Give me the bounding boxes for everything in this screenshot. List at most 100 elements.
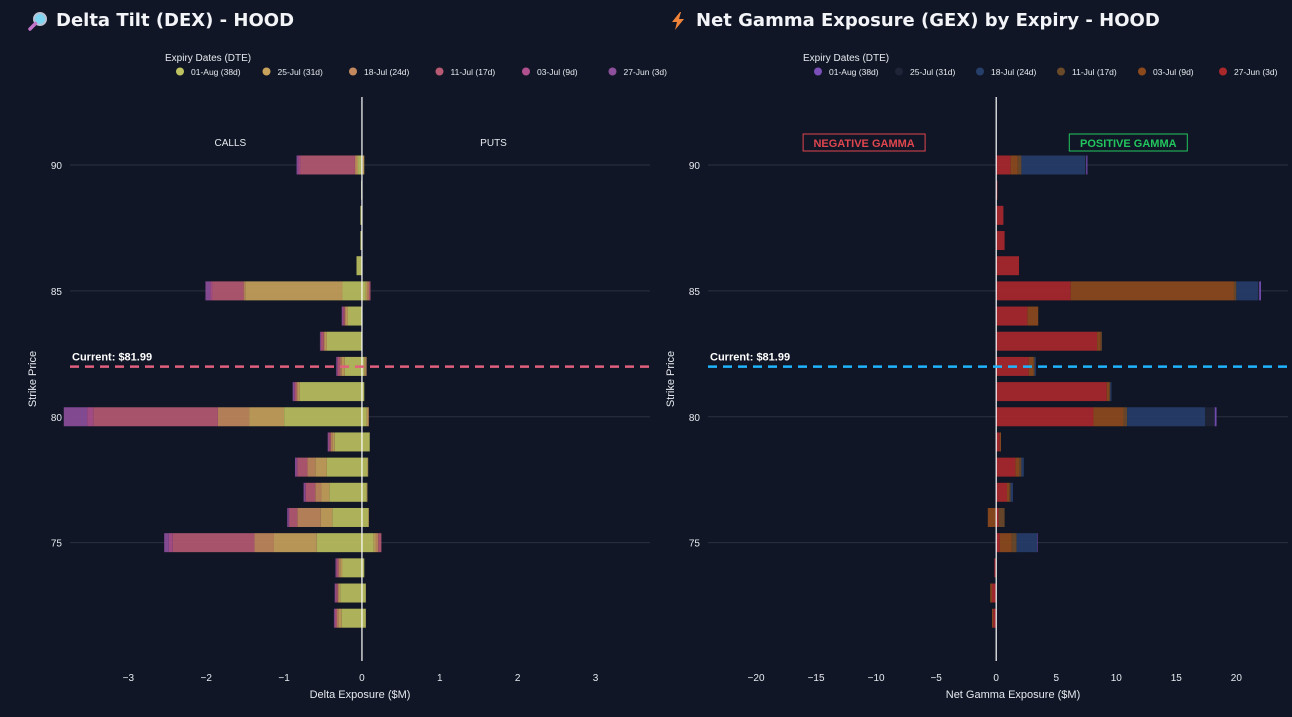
bar-segment (336, 558, 338, 578)
bar-segment (292, 382, 295, 402)
bar-segment (347, 306, 362, 326)
bar-segment (366, 407, 369, 427)
x-tick-label: −10 (868, 673, 885, 684)
legend-label: 11-Jul (17d) (1072, 67, 1117, 77)
legend-entry: 11-Jul (17d) (435, 67, 495, 77)
legend-marker (522, 67, 530, 76)
bar-segment (335, 558, 337, 578)
bar-segment (320, 507, 333, 527)
bar-segment (1021, 457, 1024, 477)
bar-segment (245, 281, 343, 301)
gex-title: Net Gamma Exposure (GEX) by Expiry - HOO… (696, 10, 1160, 31)
x-tick-label: 1 (437, 673, 443, 684)
bar-segment (172, 533, 255, 553)
bar-segment (996, 306, 1028, 326)
bar-segment (991, 608, 994, 628)
bar-segment (1016, 533, 1038, 553)
bar-segment (217, 407, 250, 427)
legend-entry: 01-Aug (38d) (814, 67, 879, 77)
bar-segment (329, 482, 362, 502)
legend-title: Expiry Dates (DTE) (165, 53, 251, 64)
x-tick-label: 2 (515, 673, 521, 684)
bar-segment (344, 356, 362, 376)
bar-segment (319, 331, 321, 351)
bar-segment (996, 457, 1016, 477)
bar-segment (1007, 482, 1010, 502)
bar-segment (336, 583, 338, 603)
dex-chart: Expiry Dates (DTE) 01-Aug (38d) 25-Jul (31… (27, 53, 667, 701)
bar-segment (1021, 155, 1086, 175)
bar-segment (367, 457, 369, 477)
bar-segment (999, 432, 1002, 452)
bar-segment (87, 407, 94, 427)
bar-segment (334, 432, 362, 452)
bar-segment (1110, 382, 1112, 402)
bar-segment (1127, 407, 1206, 427)
bar-segment (341, 608, 362, 628)
bar-segment (1037, 533, 1038, 553)
bar-segment (334, 608, 336, 628)
gex-panel: Net Gamma Exposure (GEX) by Expiry - HOO… (646, 0, 1292, 717)
bar-segment (324, 331, 327, 351)
bar-segment (297, 507, 321, 527)
bar-segment (1027, 306, 1039, 326)
bar-segment (336, 356, 338, 376)
legend-label: 25-Jul (31d) (278, 67, 324, 77)
bar-segment (307, 457, 316, 477)
bar-segment (1034, 356, 1036, 376)
negative-gamma-box (802, 133, 926, 152)
bar-segment (996, 231, 1005, 251)
bar-segment (361, 507, 369, 527)
calls-label: CALLS (215, 138, 247, 149)
x-tick-label: −20 (748, 673, 765, 684)
gex-chart: Expiry Dates (DTE) 01-Aug (38d) 25-Jul (31… (665, 53, 1288, 701)
legend-label: 27-Jun (3d) (624, 67, 668, 77)
bar-segment (996, 432, 1000, 452)
bar-segment (1259, 281, 1261, 301)
bar-segment (344, 306, 346, 326)
legend-entry: 11-Jul (17d) (1057, 67, 1117, 77)
bar-segment (361, 457, 368, 477)
legend-label: 03-Jul (9d) (1153, 67, 1194, 77)
bar-segment (361, 482, 367, 502)
bar-segment (360, 205, 362, 225)
legend-label: 03-Jul (9d) (537, 67, 578, 77)
bar-segment (368, 507, 369, 527)
bar-segment (993, 608, 997, 628)
legend-entry: 27-Jun (3d) (1219, 67, 1278, 77)
bar-segment (361, 281, 366, 301)
bar-segment (996, 331, 1098, 351)
x-tick-label: −1 (278, 673, 290, 684)
bar-segment (996, 256, 1020, 276)
bar-segment (1205, 407, 1215, 427)
bar-segment (1093, 407, 1124, 427)
bar-segment (1033, 356, 1035, 376)
bar-segment (337, 583, 339, 603)
bar-segment (288, 507, 290, 527)
bar-segment (342, 306, 344, 326)
bar-segment (1010, 155, 1018, 175)
bar-segment (996, 155, 1011, 175)
y-tick-label: 75 (689, 539, 701, 550)
bar-segment (996, 407, 1094, 427)
legend-entry: 03-Jul (9d) (1138, 67, 1194, 77)
bar-segment (334, 583, 336, 603)
bar-segment (356, 155, 359, 175)
bar-segment (305, 482, 316, 502)
legend-marker (262, 67, 271, 76)
bar-segment (365, 281, 368, 301)
legend-title: Expiry Dates (DTE) (803, 53, 889, 64)
bar-segment (315, 457, 327, 477)
bar-segment (294, 382, 295, 402)
legend-entry: 03-Jul (9d) (522, 67, 578, 77)
bar-segment (243, 281, 246, 301)
bar-segment (990, 583, 992, 603)
dex-title: Delta Tilt (DEX) - HOOD (56, 10, 295, 31)
x-tick-label: 15 (1171, 673, 1183, 684)
legend-marker (976, 67, 984, 76)
bar-segment (63, 407, 88, 427)
gex-title-row: Net Gamma Exposure (GEX) by Expiry - HOO… (668, 10, 1160, 31)
bar-segment (297, 457, 308, 477)
legend-label: 18-Jul (24d) (991, 67, 1037, 77)
x-axis-label: Delta Exposure ($M) (310, 689, 411, 701)
